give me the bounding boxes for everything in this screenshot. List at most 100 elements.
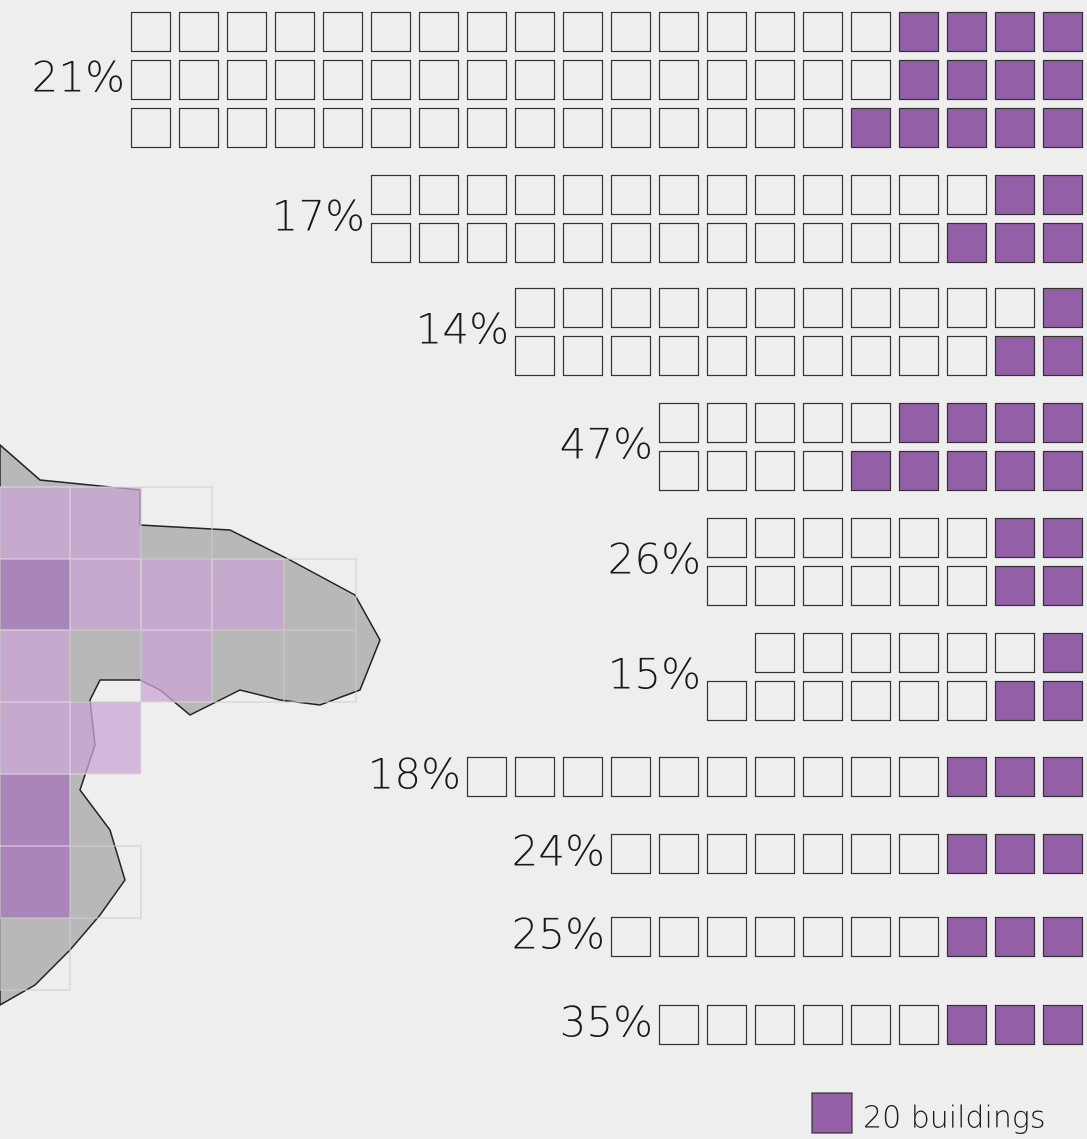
- empty-square: [754, 174, 796, 216]
- empty-square: [610, 174, 652, 216]
- empty-square: [706, 59, 748, 101]
- empty-square: [754, 450, 796, 492]
- empty-square: [658, 756, 700, 798]
- empty-square: [754, 287, 796, 329]
- empty-square: [610, 107, 652, 149]
- filled-square: [994, 916, 1036, 958]
- empty-square: [850, 287, 892, 329]
- empty-square: [850, 632, 892, 674]
- empty-square: [658, 1004, 700, 1046]
- filled-square: [994, 402, 1036, 444]
- empty-square: [802, 680, 844, 722]
- empty-square: [562, 287, 604, 329]
- empty-square: [706, 756, 748, 798]
- empty-square: [898, 916, 940, 958]
- empty-square: [562, 59, 604, 101]
- empty-square: [754, 59, 796, 101]
- empty-square: [322, 107, 364, 149]
- empty-square: [514, 174, 556, 216]
- filled-square: [946, 916, 988, 958]
- empty-square: [898, 174, 940, 216]
- filled-square: [1042, 632, 1084, 674]
- empty-square: [946, 680, 988, 722]
- empty-square: [850, 11, 892, 53]
- empty-square: [658, 222, 700, 264]
- map-cells: [0, 486, 285, 919]
- empty-square: [754, 1004, 796, 1046]
- filled-square: [1042, 916, 1084, 958]
- empty-square: [994, 632, 1036, 674]
- empty-square: [706, 833, 748, 875]
- filled-square: [994, 222, 1036, 264]
- filled-square: [1042, 402, 1084, 444]
- percent-label: 17%: [272, 192, 365, 241]
- empty-square: [898, 517, 940, 559]
- percent-label: 24%: [512, 827, 605, 876]
- empty-square: [514, 756, 556, 798]
- empty-square: [706, 1004, 748, 1046]
- filled-square: [1042, 565, 1084, 607]
- filled-square: [1042, 222, 1084, 264]
- map: [0, 444, 381, 1006]
- empty-square: [130, 107, 172, 149]
- empty-square: [850, 59, 892, 101]
- empty-square: [802, 565, 844, 607]
- empty-square: [754, 565, 796, 607]
- percent-label: 25%: [512, 910, 605, 959]
- filled-square: [994, 11, 1036, 53]
- empty-square: [802, 59, 844, 101]
- filled-square: [994, 107, 1036, 149]
- empty-square: [802, 916, 844, 958]
- empty-square: [802, 756, 844, 798]
- filled-square: [1042, 107, 1084, 149]
- empty-square: [226, 107, 268, 149]
- filled-square: [1042, 59, 1084, 101]
- empty-square: [610, 756, 652, 798]
- empty-square: [802, 1004, 844, 1046]
- empty-square: [322, 11, 364, 53]
- filled-square: [898, 107, 940, 149]
- empty-square: [562, 107, 604, 149]
- empty-square: [658, 287, 700, 329]
- empty-square: [850, 565, 892, 607]
- empty-square: [754, 402, 796, 444]
- filled-square: [898, 59, 940, 101]
- filled-square: [850, 107, 892, 149]
- empty-square: [706, 335, 748, 377]
- empty-square: [178, 59, 220, 101]
- empty-square: [802, 632, 844, 674]
- empty-square: [802, 833, 844, 875]
- filled-square: [1042, 287, 1084, 329]
- filled-square: [946, 833, 988, 875]
- empty-square: [850, 916, 892, 958]
- empty-square: [466, 174, 508, 216]
- empty-square: [850, 335, 892, 377]
- filled-square: [946, 402, 988, 444]
- empty-square: [706, 680, 748, 722]
- percent-label: 47%: [560, 420, 653, 469]
- empty-square: [418, 222, 460, 264]
- filled-square: [994, 517, 1036, 559]
- filled-square: [946, 450, 988, 492]
- empty-square: [658, 916, 700, 958]
- filled-square: [898, 11, 940, 53]
- empty-square: [706, 517, 748, 559]
- empty-square: [754, 222, 796, 264]
- empty-square: [754, 680, 796, 722]
- filled-square: [1042, 756, 1084, 798]
- empty-square: [514, 107, 556, 149]
- empty-square: [370, 59, 412, 101]
- empty-square: [754, 833, 796, 875]
- filled-square: [946, 756, 988, 798]
- filled-square: [898, 402, 940, 444]
- empty-square: [130, 11, 172, 53]
- empty-square: [802, 287, 844, 329]
- empty-square: [706, 565, 748, 607]
- filled-square: [1042, 335, 1084, 377]
- filled-square: [994, 450, 1036, 492]
- empty-square: [658, 833, 700, 875]
- empty-square: [946, 335, 988, 377]
- empty-square: [850, 1004, 892, 1046]
- empty-square: [994, 287, 1036, 329]
